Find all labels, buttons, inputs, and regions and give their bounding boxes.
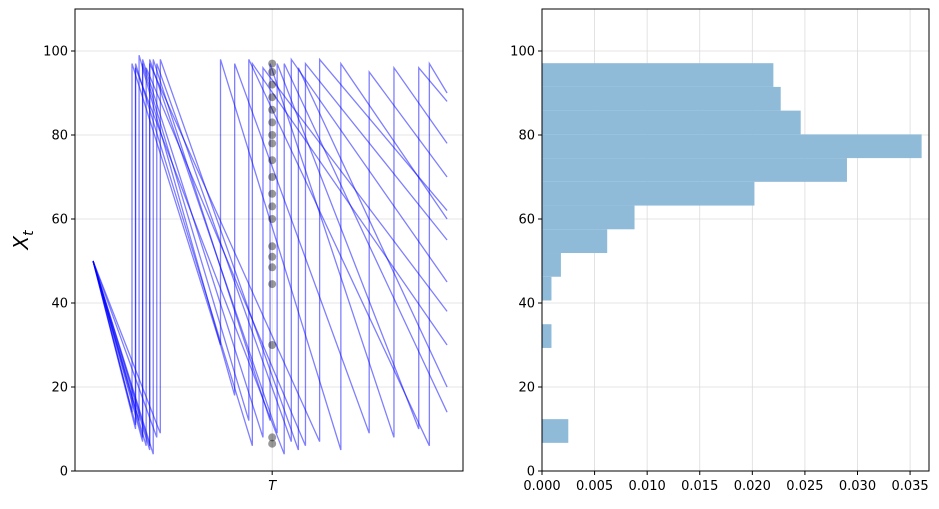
trajectory [92,57,448,446]
trajectory [92,59,448,442]
point [268,341,277,349]
y-axis-label-main: X [9,235,33,251]
bar [542,205,635,230]
point [268,215,277,223]
point [268,173,277,181]
x-tick-label: 0.015 [681,479,718,494]
y-tick-label: 100 [510,45,535,60]
point [268,80,277,89]
bar [542,63,774,87]
bar [542,181,755,206]
axes-frame [541,8,930,472]
y-tick-label: 20 [518,381,535,396]
x-tick-label: 0.030 [839,479,876,494]
y-tick-label: 20 [51,381,68,396]
trajectory [92,59,448,447]
trajectory [92,59,448,455]
point [268,59,277,68]
x-tick-label: 0.035 [891,479,928,494]
y-tick-label: 80 [518,129,535,144]
bar [542,324,552,348]
point [268,202,277,211]
trajectory [92,59,448,451]
point [268,242,277,251]
bar [542,253,561,277]
point [268,280,277,289]
point [268,118,277,127]
bar [542,419,569,443]
point [268,189,277,198]
point [268,105,277,114]
axes-frame [74,8,464,472]
point [268,93,277,102]
x-tick-label: 0.025 [786,479,823,494]
x-tick-label: 0.020 [734,479,771,494]
x-tick-label: 0.010 [629,479,666,494]
y-tick-label: 100 [43,45,68,60]
plot-area [542,63,922,443]
point [268,439,277,448]
x-tick-label: 0.005 [576,479,613,494]
y-tick-label: 60 [518,213,535,228]
y-tick-label: 40 [51,297,68,312]
bar [542,110,801,135]
bar [542,86,781,111]
point [268,263,277,272]
y-tick-label: 80 [51,129,68,144]
y-axis-label: Xt [9,230,37,251]
bar [542,276,552,301]
bar [542,134,922,159]
point [268,252,277,261]
y-axis-label-sub: t [21,230,37,236]
point [268,131,277,139]
bar [542,229,608,254]
y-tick-label: 60 [51,213,68,228]
point [268,156,277,165]
y-tick-label: 0 [60,465,68,480]
point [268,433,277,442]
plot-area [92,55,448,455]
point [268,139,277,148]
x-tick-label: 0.000 [523,479,560,494]
y-tick-label: 40 [518,297,535,312]
trajectory [92,55,448,434]
trajectory [92,61,448,447]
bar [542,158,847,182]
y-tick-label: 0 [527,465,535,480]
x-tick-label: T [268,479,277,494]
trajectory [92,63,448,455]
point [268,68,277,76]
